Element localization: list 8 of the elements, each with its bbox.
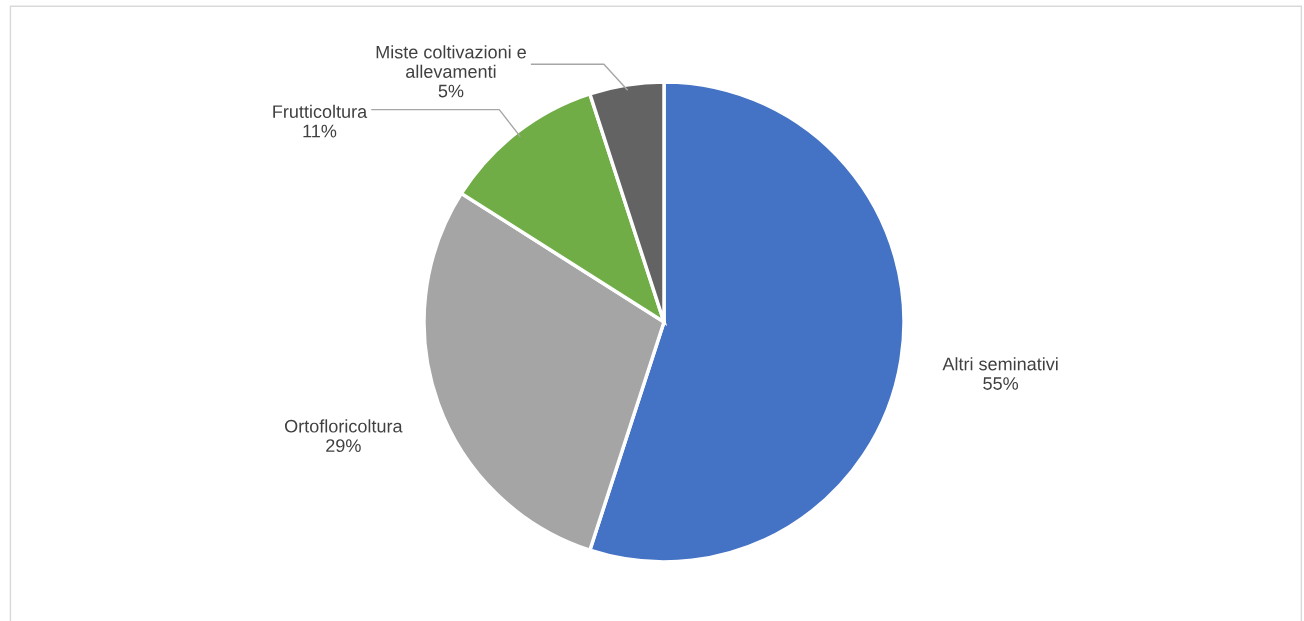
slice-label: Altri seminativi [942,357,1058,371]
slice-label: Miste coltivazioni e allevamenti [376,45,526,78]
data-label: 29% [326,439,361,453]
data-label: 5% [438,84,464,98]
data-label: 11% [303,124,337,138]
slice-label: Frutticoltura [273,104,368,118]
data-label: 55% [983,377,1019,390]
slice-label: Ortofloricoltura [285,419,403,433]
